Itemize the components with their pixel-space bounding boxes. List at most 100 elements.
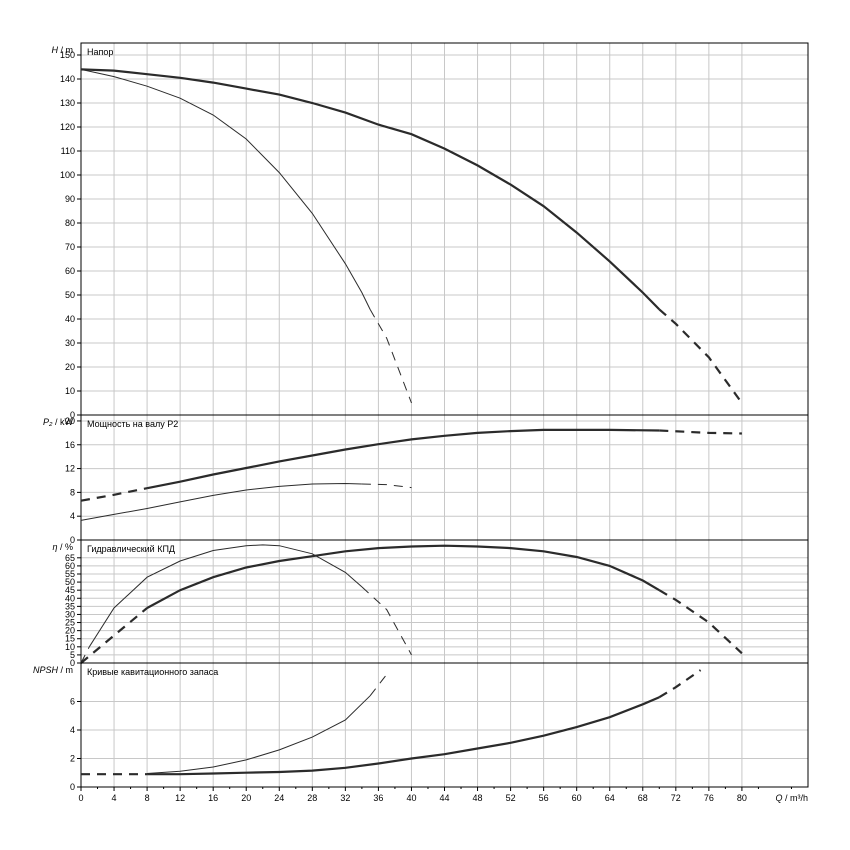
y-tick-label: 8 (70, 487, 75, 497)
y-tick-label: 50 (65, 577, 75, 587)
y-tick-label: 30 (65, 609, 75, 619)
curve-efficiency-1-dashed-end (658, 589, 743, 655)
y-tick-label: 0 (70, 535, 75, 545)
y-tick-label: 20 (65, 626, 75, 636)
y-tick-label: 50 (65, 290, 75, 300)
y-axis-unit: m (66, 665, 74, 675)
panel-npsh (77, 662, 809, 788)
curve-npsh-2 (147, 695, 371, 774)
panel-title: Кривые кавитационного запаса (87, 667, 218, 677)
x-tick-label: 76 (704, 793, 714, 803)
y-tick-label: 70 (65, 242, 75, 252)
y-tick-label: 12 (65, 464, 75, 474)
y-tick-label: 60 (65, 266, 75, 276)
x-tick-label: 8 (145, 793, 150, 803)
x-axis-symbol: Q (775, 793, 782, 803)
y-tick-label: 55 (65, 569, 75, 579)
y-tick-label: 2 (70, 753, 75, 763)
y-tick-label: 0 (70, 782, 75, 792)
panel-title: Гидравлический КПД (87, 544, 175, 554)
x-tick-label: 40 (406, 793, 416, 803)
curve-power-2-dashed (361, 483, 412, 489)
panel-title: Напор (87, 47, 113, 57)
x-tick-label: 36 (373, 793, 383, 803)
x-tick-label: 20 (241, 793, 251, 803)
y-tick-label: 4 (70, 725, 75, 735)
x-axis-label: Q / m³/h (775, 793, 808, 803)
y-axis-unit: kW (60, 417, 74, 427)
curve-head-1-dashed (658, 308, 743, 404)
x-tick-label: 60 (572, 793, 582, 803)
curve-head-2-dashed (369, 309, 412, 404)
panel-head (77, 42, 809, 416)
curve-npsh-1 (147, 696, 660, 776)
y-tick-label: 150 (60, 50, 75, 60)
y-axis-sep: / (52, 417, 60, 427)
y-tick-label: 45 (65, 585, 75, 595)
curve-head-1 (80, 68, 661, 311)
x-tick-label: 56 (539, 793, 549, 803)
x-tick-label: 52 (506, 793, 516, 803)
y-tick-label: 5 (70, 650, 75, 660)
x-tick-label: 0 (78, 793, 83, 803)
x-tick-label: 72 (671, 793, 681, 803)
y-tick-label: 80 (65, 218, 75, 228)
x-tick-label: 44 (439, 793, 449, 803)
x-tick-label: 28 (307, 793, 317, 803)
y-tick-label: 100 (60, 170, 75, 180)
y-axis-unit: % (65, 542, 73, 552)
y-axis-sep: / (57, 542, 65, 552)
y-axis-label: H / m (51, 45, 73, 55)
x-tick-label: 64 (605, 793, 615, 803)
y-tick-label: 65 (65, 553, 75, 563)
y-tick-label: 10 (65, 642, 75, 652)
curve-efficiency-2 (88, 544, 363, 648)
y-axis-unit: m (66, 45, 74, 55)
curve-head-2 (80, 68, 371, 310)
y-tick-label: 16 (65, 440, 75, 450)
y-axis-sep: / (58, 665, 66, 675)
y-tick-label: 40 (65, 593, 75, 603)
curve-efficiency-1-dashed (80, 607, 148, 664)
y-tick-label: 20 (65, 416, 75, 426)
y-tick-label: 20 (65, 362, 75, 372)
x-tick-label: 12 (175, 793, 185, 803)
x-tick-label: 16 (208, 793, 218, 803)
y-axis-symbol: NPSH (33, 665, 59, 675)
y-axis-sep: / (58, 45, 66, 55)
panel-efficiency (77, 539, 809, 664)
y-tick-label: 15 (65, 634, 75, 644)
curve-power-1-dashed-end (659, 429, 742, 435)
x-tick-label: 24 (274, 793, 284, 803)
y-tick-label: 140 (60, 74, 75, 84)
x-tick-label: 4 (112, 793, 117, 803)
curve-npsh-1-dashed-end (658, 669, 702, 699)
y-tick-label: 35 (65, 601, 75, 611)
y-tick-label: 6 (70, 696, 75, 706)
y-tick-label: 130 (60, 98, 75, 108)
curve-power-1 (146, 428, 660, 490)
x-tick-label: 80 (737, 793, 747, 803)
y-tick-label: 10 (65, 386, 75, 396)
y-axis-symbol: η (52, 542, 57, 552)
panel-title: Мощность на валу P2 (87, 419, 178, 429)
y-tick-label: 90 (65, 194, 75, 204)
curve-power-1-dashed (80, 487, 148, 502)
y-axis-label: NPSH / m (33, 665, 73, 675)
y-axis-symbol: P₂ (43, 417, 53, 427)
x-tick-label: 32 (340, 793, 350, 803)
y-axis-label: η / % (52, 542, 73, 552)
y-tick-label: 120 (60, 122, 75, 132)
y-tick-label: 0 (70, 658, 75, 668)
curve-power-2 (80, 482, 362, 521)
curve-efficiency-2-dashed (80, 646, 90, 664)
curve-efficiency-2-dashed-end (361, 586, 412, 656)
y-tick-label: 60 (65, 561, 75, 571)
y-tick-label: 25 (65, 618, 75, 628)
curve-npsh-2-dashed (369, 674, 388, 697)
curve-efficiency-1 (146, 544, 660, 609)
y-tick-label: 4 (70, 511, 75, 521)
y-axis-symbol: H (51, 45, 58, 55)
y-tick-label: 30 (65, 338, 75, 348)
